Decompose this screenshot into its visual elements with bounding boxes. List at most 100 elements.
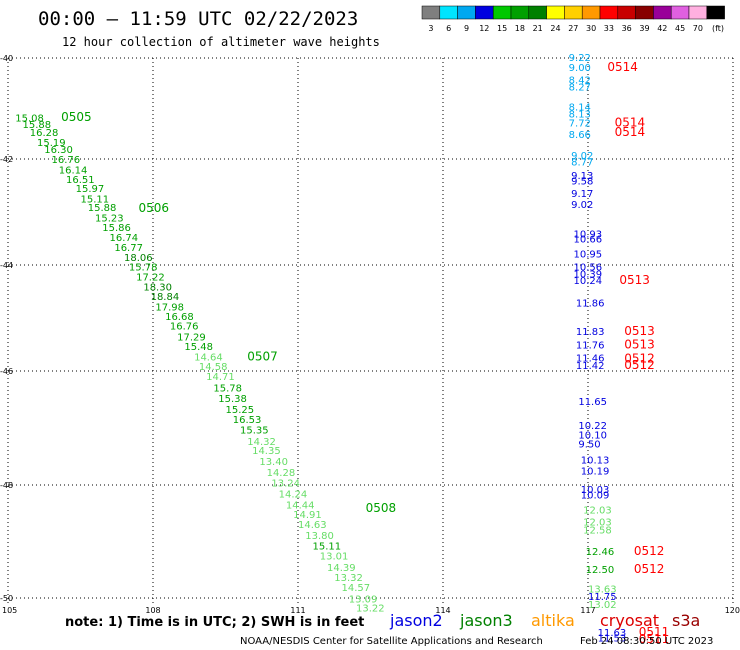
wave-height-label: 16.51 bbox=[66, 175, 95, 186]
wave-height-label: 14.35 bbox=[252, 446, 281, 457]
wave-height-label: 16.28 bbox=[30, 128, 59, 139]
wave-height-label: 17.98 bbox=[155, 303, 184, 314]
satellite-name: s3a bbox=[672, 611, 700, 630]
wave-height-label: 13.09 bbox=[349, 594, 378, 605]
wave-height-label: 11.75 bbox=[588, 592, 617, 603]
wave-height-label: 9.58 bbox=[571, 176, 593, 187]
credit-text: NOAA/NESDIS Center for Satellite Applica… bbox=[240, 636, 543, 647]
colorbar-label: 33 bbox=[604, 24, 614, 33]
colorbar-label: 30 bbox=[586, 24, 596, 33]
y-axis-ticks: -40 -42 -44 -46 -48 -50 bbox=[0, 54, 13, 603]
wave-height-label: 9.13 bbox=[571, 171, 593, 182]
pass-time-label: 0513 bbox=[624, 324, 655, 338]
wave-height-label: 11.46 bbox=[576, 353, 605, 364]
colorbar-label: 12 bbox=[479, 24, 489, 33]
colorbar-swatch bbox=[581, 5, 601, 20]
colorbar-label: 24 bbox=[550, 24, 560, 33]
wave-height-label: 10.39 bbox=[574, 270, 603, 281]
colorbar-legend: 3 6 9 12 15 18 21 24 27 30 33 36 39 42 45 70 bbox=[421, 5, 725, 33]
colorbar-swatch bbox=[670, 5, 690, 20]
wave-height-label: 10.13 bbox=[581, 455, 610, 466]
wave-height-label: 13.32 bbox=[334, 573, 363, 584]
wave-height-label: 14.63 bbox=[298, 520, 327, 531]
colorbar-swatch bbox=[653, 5, 672, 20]
wave-height-label: 11.63 bbox=[598, 628, 627, 639]
wave-height-label: 13.80 bbox=[305, 531, 334, 542]
wave-height-label: 15.23 bbox=[95, 214, 124, 225]
colorbar-swatch bbox=[617, 5, 636, 20]
pass-time-label: 0506 bbox=[139, 201, 170, 215]
wave-height-label: 16.76 bbox=[170, 322, 199, 333]
pass-time-label: 0505 bbox=[61, 110, 92, 124]
pass-time-label: 0513 bbox=[624, 338, 655, 352]
wave-height-label: 8.13 bbox=[569, 110, 591, 121]
wave-height-label: 14.32 bbox=[247, 437, 276, 448]
colorbar-swatch bbox=[439, 5, 458, 20]
colorbar-label: 18 bbox=[515, 24, 525, 33]
wave-height-label: 12.58 bbox=[583, 526, 612, 537]
wave-height-label: 11.65 bbox=[578, 397, 607, 408]
wave-height-label: 15.11 bbox=[313, 541, 342, 552]
colorbar-label: 45 bbox=[675, 24, 685, 33]
wave-height-label: 15.11 bbox=[81, 194, 110, 205]
wave-height-label: 9.00 bbox=[569, 63, 591, 74]
wave-height-label: 7.72 bbox=[569, 119, 591, 130]
wave-height-label: 15.78 bbox=[213, 384, 242, 395]
wave-height-label: 15.25 bbox=[226, 405, 255, 416]
wave-height-label: 10.09 bbox=[581, 491, 610, 502]
render-timestamp: Feb 24 08:30:50 UTC 2023 bbox=[580, 636, 713, 647]
wave-height-label: 17.22 bbox=[136, 272, 165, 283]
wave-height-label: 15.78 bbox=[129, 262, 158, 273]
colorbar-swatch bbox=[457, 5, 476, 20]
colorbar-swatch bbox=[564, 5, 583, 20]
wave-height-label: 9.17 bbox=[571, 189, 593, 200]
pass-time-label: 0514 bbox=[615, 116, 646, 130]
wave-height-label: 14.39 bbox=[327, 563, 356, 574]
pass-time-label: 0512 bbox=[634, 544, 665, 558]
x-tick-label: 111 bbox=[290, 606, 305, 615]
colorbar-label: 39 bbox=[639, 24, 649, 33]
wave-height-label: 13.02 bbox=[588, 600, 617, 611]
wave-height-label: 13.24 bbox=[271, 479, 300, 490]
wave-height-label: 15.97 bbox=[76, 184, 105, 195]
wave-height-label: 15.88 bbox=[23, 120, 52, 131]
colorbar-swatch bbox=[688, 5, 708, 20]
chart-title: 00:00 — 11:59 UTC 02/22/2023 bbox=[38, 8, 358, 30]
satellite-name: altika bbox=[531, 611, 575, 630]
wave-height-label: 15.38 bbox=[218, 394, 247, 405]
colorbar-swatch bbox=[546, 5, 565, 20]
colorbar-label: 27 bbox=[568, 24, 578, 33]
satellite-legend: jason2 jason3 altika cryosat s3a bbox=[389, 611, 700, 630]
colorbar-label: 42 bbox=[657, 24, 667, 33]
wave-height-label: 8.66 bbox=[569, 130, 591, 141]
wave-height-label: 12.03 bbox=[583, 505, 612, 516]
colorbar-swatch bbox=[706, 5, 725, 20]
wave-height-label: 14.64 bbox=[194, 352, 223, 363]
wave-height-label: 16.14 bbox=[59, 165, 88, 176]
pass-time-label: 0514 bbox=[607, 60, 638, 74]
wave-height-label: 10.10 bbox=[578, 430, 607, 441]
pass-time-label: 0512 bbox=[624, 352, 655, 366]
wave-height-label: 14.57 bbox=[342, 583, 371, 594]
colorbar-swatch bbox=[492, 5, 512, 20]
wave-height-label: 11.83 bbox=[576, 327, 605, 338]
wave-height-label: 14.24 bbox=[279, 489, 308, 500]
colorbar-label: 36 bbox=[622, 24, 632, 33]
colorbar-swatch bbox=[635, 5, 654, 20]
wave-height-label: 9.50 bbox=[578, 439, 600, 450]
wave-height-label: 15.48 bbox=[184, 342, 213, 353]
wave-height-label: 18.84 bbox=[151, 292, 180, 303]
wave-height-label: 16.53 bbox=[233, 415, 262, 426]
wave-height-label: 10.03 bbox=[581, 485, 610, 496]
colorbar-unit: (ft) bbox=[712, 24, 724, 33]
wave-height-label: 15.19 bbox=[37, 138, 66, 149]
y-tick-label: -50 bbox=[0, 594, 13, 603]
wave-height-label: 16.77 bbox=[114, 243, 143, 254]
satellite-name: jason2 bbox=[389, 611, 443, 630]
pass-time-label: 0507 bbox=[247, 349, 278, 363]
wave-height-label: 10.95 bbox=[574, 250, 603, 261]
wave-height-label: 15.35 bbox=[240, 426, 269, 437]
wave-height-label: 9.02 bbox=[571, 151, 593, 162]
x-tick-label: 120 bbox=[725, 606, 740, 615]
